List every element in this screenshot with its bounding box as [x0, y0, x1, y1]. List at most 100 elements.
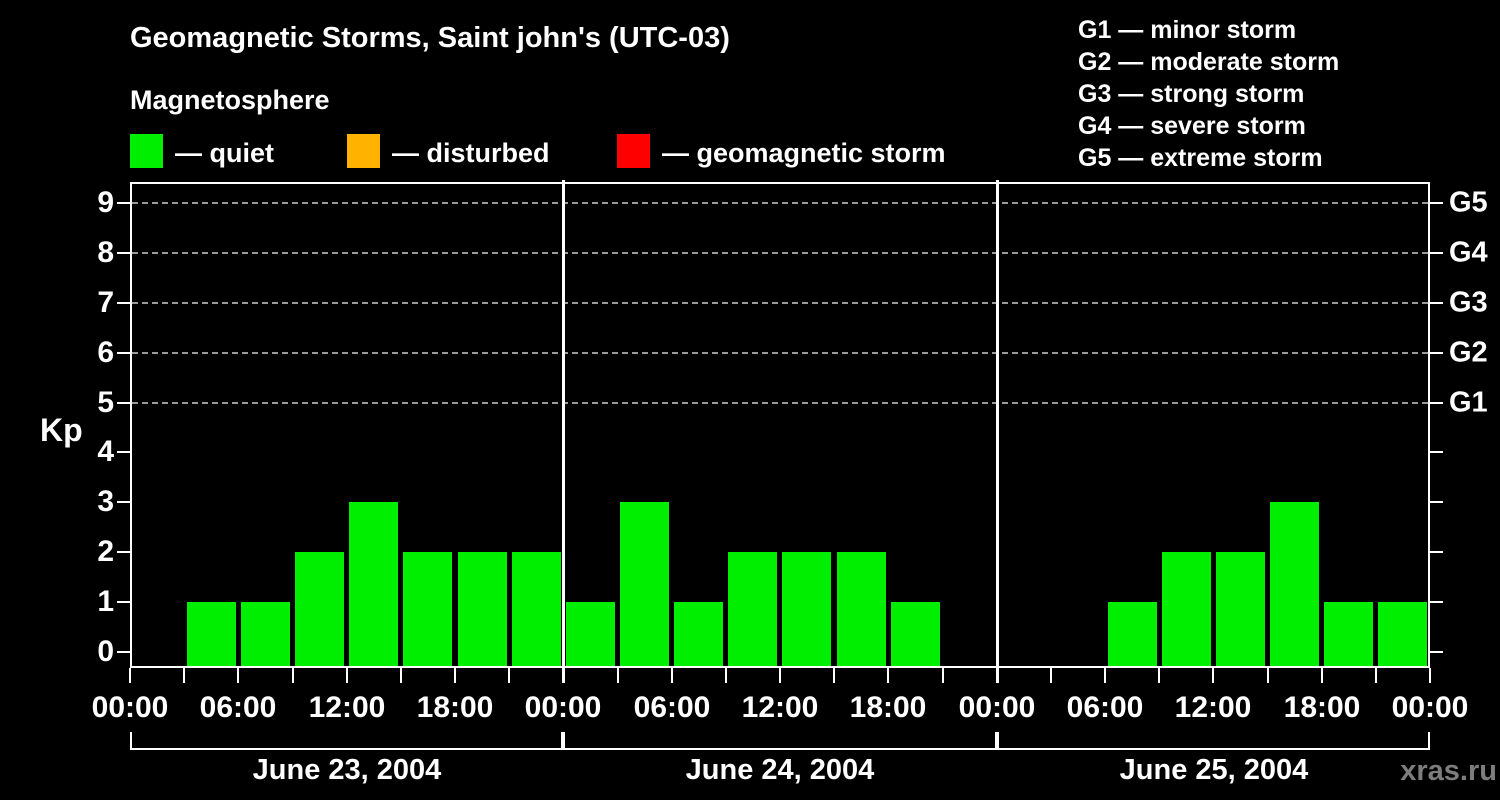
kp-bar	[837, 552, 886, 668]
x-tick	[183, 668, 185, 683]
x-tick-label: 12:00	[1174, 691, 1252, 724]
date-label: June 23, 2004	[252, 754, 442, 786]
g-gridline	[132, 301, 1428, 304]
kp-bar	[1378, 602, 1427, 668]
x-tick-label: 06:00	[633, 691, 711, 724]
day-bracket	[563, 748, 997, 750]
y-tick-label: 3	[97, 485, 114, 518]
kp-bar	[241, 602, 290, 668]
x-tick-label: 18:00	[849, 691, 927, 724]
g-level-label: G5	[1449, 186, 1488, 219]
x-tick	[400, 668, 402, 683]
x-tick-label: 18:00	[1283, 691, 1361, 724]
x-tick	[292, 668, 294, 683]
y-tick	[117, 451, 130, 453]
x-tick	[887, 668, 889, 683]
kp-bar	[295, 552, 344, 668]
y-tick-label: 4	[97, 435, 114, 468]
x-tick	[1375, 668, 1377, 683]
y-tick	[117, 402, 130, 404]
x-tick-label: 06:00	[199, 691, 277, 724]
x-tick-label: 00:00	[958, 691, 1036, 724]
y-tick-label: 1	[97, 585, 114, 618]
y-tick	[117, 601, 130, 603]
g-gridline	[132, 201, 1428, 204]
day-bracket-end	[997, 732, 999, 750]
y-tick	[117, 252, 130, 254]
kp-bar	[187, 602, 236, 668]
day-bracket	[130, 748, 563, 750]
g5-legend-line: G5 — extreme storm	[1078, 144, 1323, 172]
y-tick-label: 5	[97, 386, 114, 419]
kp-bar	[1108, 602, 1157, 668]
day-bracket	[997, 748, 1430, 750]
g-gridline	[132, 401, 1428, 404]
disturbed-legend-label: — disturbed	[392, 138, 550, 168]
y-tick-label: 0	[97, 635, 114, 668]
storm-legend-label: — geomagnetic storm	[662, 138, 946, 168]
day-bracket-end	[1428, 732, 1430, 750]
y-tick-right	[1430, 601, 1443, 603]
x-tick	[725, 668, 727, 683]
y-tick-right	[1430, 402, 1443, 404]
g-level-label: G3	[1449, 286, 1488, 319]
y-tick	[117, 651, 130, 653]
kp-bar	[403, 552, 452, 668]
y-tick-right	[1430, 501, 1443, 503]
plot-frame	[130, 182, 1430, 668]
x-tick	[1321, 668, 1323, 683]
y-tick	[117, 352, 130, 354]
x-tick	[833, 668, 835, 683]
g-level-label: G2	[1449, 336, 1488, 369]
x-tick	[1267, 668, 1269, 683]
x-tick-label: 00:00	[524, 691, 602, 724]
kp-bar	[620, 502, 669, 668]
x-tick	[237, 668, 239, 683]
day-separator	[996, 180, 999, 683]
y-tick	[117, 202, 130, 204]
x-tick	[1050, 668, 1052, 683]
y-tick-right	[1430, 551, 1443, 553]
kp-bar	[1324, 602, 1373, 668]
x-tick-label: 18:00	[416, 691, 494, 724]
x-tick-label: 00:00	[91, 691, 169, 724]
y-tick-label: 2	[97, 535, 114, 568]
x-tick	[779, 668, 781, 683]
kp-bar	[782, 552, 831, 668]
g3-legend-line: G3 — strong storm	[1078, 80, 1305, 108]
magnetosphere-label: Magnetosphere	[130, 85, 330, 115]
disturbed-legend-swatch-icon	[347, 134, 380, 168]
g2-legend-line: G2 — moderate storm	[1078, 48, 1340, 76]
g-gridline	[132, 251, 1428, 254]
x-tick-label: 00:00	[1391, 691, 1469, 724]
x-tick	[1429, 668, 1431, 683]
kp-bar	[349, 502, 398, 668]
date-label: June 25, 2004	[1119, 754, 1309, 786]
kp-bar	[891, 602, 940, 668]
y-tick-right	[1430, 451, 1443, 453]
g4-legend-line: G4 — severe storm	[1078, 112, 1306, 140]
storm-legend-swatch-icon	[617, 134, 650, 168]
kp-bar	[728, 552, 777, 668]
x-tick	[617, 668, 619, 683]
x-tick	[1158, 668, 1160, 683]
y-tick-right	[1430, 302, 1443, 304]
kp-bar	[1216, 552, 1265, 668]
g-scale-legend: G1 — minor storm G2 — moderate storm G3 …	[1078, 14, 1339, 174]
day-separator	[562, 180, 565, 683]
day-bracket-end	[130, 732, 132, 750]
day-bracket-end	[563, 732, 565, 750]
kp-bar	[458, 552, 507, 668]
x-tick	[346, 668, 348, 683]
x-tick-label: 06:00	[1066, 691, 1144, 724]
y-axis-title: Kp	[40, 412, 83, 448]
kp-bar	[512, 552, 561, 668]
x-tick	[671, 668, 673, 683]
g-level-label: G4	[1449, 236, 1488, 269]
g1-legend-line: G1 — minor storm	[1078, 16, 1297, 44]
x-tick	[129, 668, 131, 683]
page-title: Geomagnetic Storms, Saint john's (UTC-03…	[130, 22, 730, 54]
quiet-legend-swatch-icon	[130, 134, 163, 168]
quiet-legend-label: — quiet	[175, 138, 274, 168]
y-tick	[117, 551, 130, 553]
